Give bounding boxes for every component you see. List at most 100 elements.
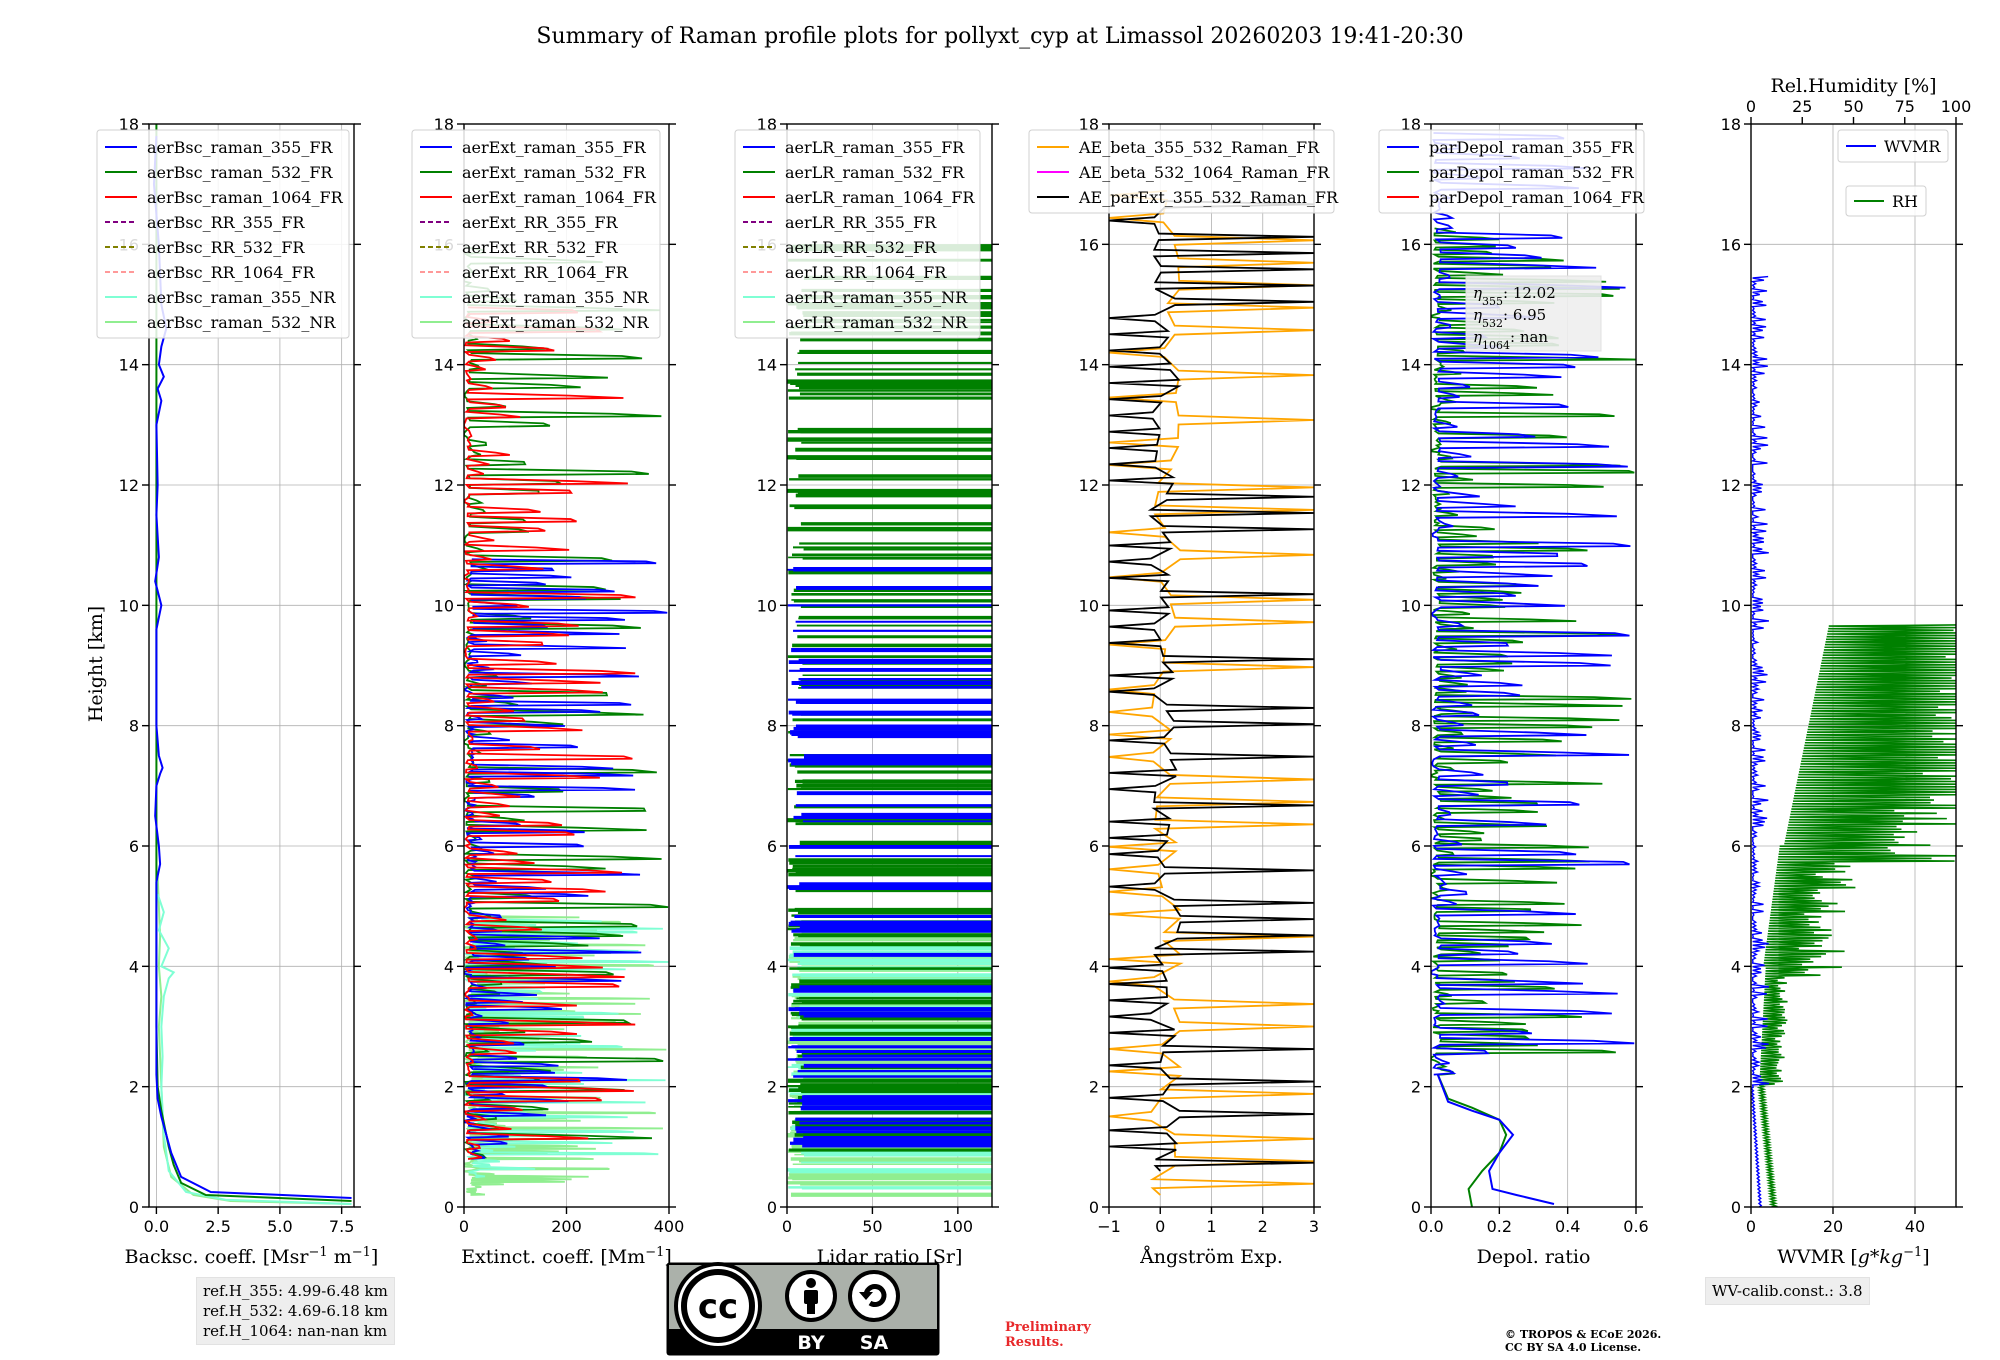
x-axis-label-ext: Extinct. coeff. [Mm−1] [461, 1245, 672, 1269]
legend-box [411, 129, 661, 339]
legend-rh: RH [1845, 185, 1927, 217]
y-tick-label: 2 [1731, 1078, 1741, 1097]
series-aerBsc_raman_355_NR [156, 893, 352, 1205]
series-parDepol_355_low [1436, 1074, 1555, 1205]
legend-label: aerExt_raman_532_NR [462, 313, 650, 332]
legend-label: aerBsc_raman_355_NR [147, 288, 336, 307]
y-tick-label: 8 [1411, 717, 1421, 736]
series-parDepol_532_low [1436, 1074, 1508, 1207]
legend-label: RH [1892, 192, 1918, 211]
ref-height-355: ref.H_355: 4.99-6.48 km [203, 1282, 388, 1300]
series-line [1756, 624, 1956, 1207]
axes-frame-lr [786, 123, 993, 1208]
legend-label: aerLR_raman_355_NR [785, 288, 968, 307]
x-axis-label-bsc: Backsc. coeff. [Msr−1 m−1] [125, 1245, 379, 1269]
eta-symbol: η [1473, 306, 1482, 324]
y-tick-label: 6 [767, 837, 777, 856]
badge-by-label: BY [797, 1332, 824, 1354]
legend-label: aerBsc_raman_532_NR [147, 313, 336, 332]
y-tick-label: 8 [1089, 717, 1099, 736]
y-tick-label: 4 [1731, 957, 1741, 976]
y-tick-label: 0 [1731, 1198, 1741, 1217]
svg-text:cc: cc [698, 1287, 738, 1327]
legend-label: aerExt_raman_1064_FR [462, 188, 657, 207]
ticks-ext: 0246810121416180200400 [434, 115, 685, 1236]
y-tick-label: 18 [119, 115, 139, 134]
label-part: ] [664, 1246, 671, 1268]
legend-label: aerLR_raman_532_FR [785, 163, 965, 182]
legend-ae: AE_beta_355_532_Raman_FR AE_beta_532_1064… [1028, 129, 1339, 214]
eta-subscript: 1064 [1482, 339, 1510, 352]
reference-height-box: ref.H_355: 4.99-6.48 km ref.H_532: 4.69-… [196, 1277, 395, 1345]
y-tick-label: 6 [444, 837, 454, 856]
wv-calib-value: WV-calib.const.: 3.8 [1712, 1282, 1863, 1300]
y-tick-label: 6 [129, 837, 139, 856]
preliminary-line-1: Preliminary [1005, 1320, 1091, 1335]
legend-label: aerLR_RR_1064_FR [785, 263, 947, 282]
panel-lr: 024681012141618050100Lidar ratio [Sr]aer… [734, 115, 999, 1268]
plot-area-ext [464, 246, 669, 1196]
legend-label: parDepol_raman_355_FR [1429, 138, 1635, 157]
x-tick-label: 0 [782, 1217, 792, 1236]
y-tick-label: 12 [1079, 476, 1099, 495]
eta-value: η532: 6.95 [1473, 306, 1546, 330]
legend-label: AE_beta_355_532_Raman_FR [1078, 138, 1320, 157]
series-line [1431, 227, 1636, 1076]
legend-label: WVMR [1884, 137, 1941, 156]
x-tick-label: 7.5 [329, 1217, 354, 1236]
legend-label: aerLR_raman_532_NR [785, 313, 968, 332]
series-aerBsc_raman_355_FR [152, 135, 352, 1199]
y-tick-label: 4 [1411, 957, 1421, 976]
legend-label: aerLR_raman_1064_FR [785, 188, 975, 207]
copyright-note: © TROPOS & ECoE 2026. CC BY SA 4.0 Licen… [1505, 1328, 1661, 1354]
series-line [1436, 1074, 1555, 1205]
x-tick-label: 0 [1155, 1217, 1165, 1236]
y-tick-label: 2 [444, 1078, 454, 1097]
y-tick-label: 18 [757, 115, 777, 134]
top-tick-label: 25 [1792, 97, 1812, 116]
legend-label: aerLR_raman_355_FR [785, 138, 965, 157]
legend-label: AE_beta_532_1064_Raman_FR [1078, 163, 1330, 182]
y-tick-label: 10 [1401, 596, 1421, 615]
x-tick-label: 400 [654, 1217, 685, 1236]
y-tick-label: 0 [1089, 1198, 1099, 1217]
y-tick-label: 4 [767, 957, 777, 976]
label-part: m [328, 1246, 352, 1268]
label-part: WVMR [ [1777, 1246, 1857, 1268]
top-axis-label: Rel.Humidity [%] [1770, 75, 1936, 97]
legend-label: aerLR_RR_355_FR [785, 213, 937, 232]
legend-label: aerLR_RR_532_FR [785, 238, 937, 257]
ref-height-532: ref.H_532: 4.69-6.18 km [203, 1302, 388, 1320]
y-tick-label: 0 [129, 1198, 139, 1217]
y-tick-label: 18 [434, 115, 454, 134]
legend-box [734, 129, 981, 339]
y-tick-label: 10 [119, 596, 139, 615]
y-tick-label: 0 [444, 1198, 454, 1217]
y-tick-label: 14 [1401, 356, 1421, 375]
cc-license-badge: cc BY SA [666, 1262, 940, 1356]
legend-depol: parDepol_raman_355_FR parDepol_raman_532_… [1378, 129, 1645, 214]
series-line [1109, 190, 1314, 1196]
superscript: −1 [309, 1245, 328, 1260]
x-tick-label: 200 [551, 1217, 582, 1236]
y-tick-label: 18 [1401, 115, 1421, 134]
superscript: −1 [352, 1245, 371, 1260]
y-tick-label: 16 [1401, 235, 1421, 254]
ticks-wv: 0 2 4 6 8 10 12 14 16 18 0 20 40 [1721, 115, 1963, 1236]
series-aerBsc_raman_532_NR [156, 876, 352, 1205]
eta-number: : 12.02 [1503, 284, 1556, 302]
panel-wv: 0 2 4 6 8 10 12 14 16 18 0 20 40 WVMR [g*kg−1] 0 25 50 75… [1721, 75, 1972, 1268]
top-tick-label: 0 [1746, 97, 1756, 116]
series-parDepol_raman_532_FR [1431, 227, 1636, 1076]
preliminary-results-note: Preliminary Results. [1005, 1320, 1091, 1350]
x-tick-label: 0 [459, 1217, 469, 1236]
legend-box [1845, 185, 1927, 217]
axes-frame-depol [1430, 123, 1637, 1208]
y-tick-label: 2 [1411, 1078, 1421, 1097]
wv-calibration-box: WV-calib.const.: 3.8 [1705, 1277, 1870, 1305]
plot-area-ae [1109, 190, 1314, 1196]
